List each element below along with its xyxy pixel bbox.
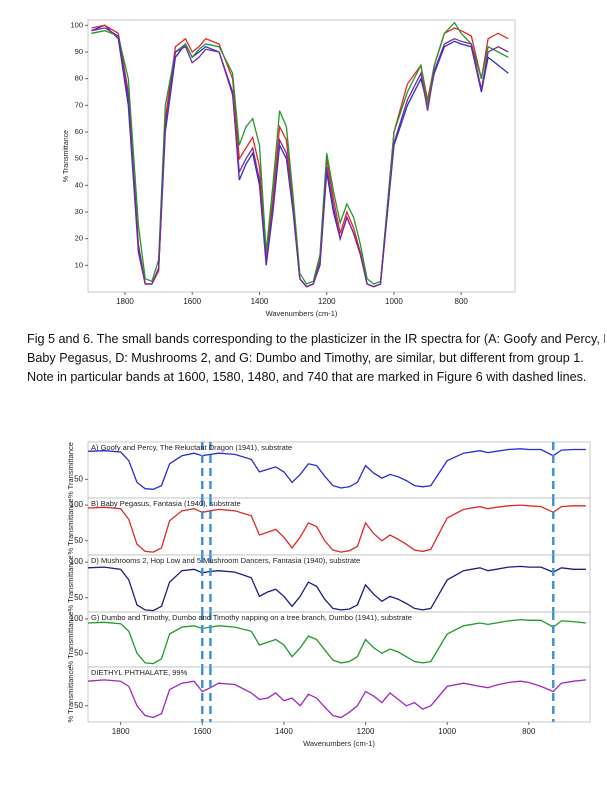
x-tick-label: 1600 — [193, 727, 211, 736]
y-axis-label: % Transmittance — [63, 130, 70, 182]
x-tick-label: 800 — [455, 297, 469, 306]
panel-title: G) Dumbo and Timothy, Dumbo and Timothy … — [91, 613, 412, 622]
y-tick-label: 90 — [75, 47, 83, 56]
x-axis-label: Wavenumbers (cm-1) — [303, 739, 375, 748]
spectrum-line — [91, 27, 509, 288]
x-tick-label: 1400 — [251, 297, 269, 306]
x-tick-label: 1200 — [318, 297, 336, 306]
plot-area — [87, 19, 516, 293]
y-tick-label: 10 — [75, 260, 83, 269]
x-tick-label: 800 — [522, 727, 536, 736]
y-tick-label: 100 — [70, 557, 84, 566]
chart-panel: 50 100% Transmittance B) Baby Pegasus, Fan… — [66, 497, 591, 556]
caption-line: Baby Pegasus, D: Mushrooms 2, and G: Dum… — [27, 351, 584, 365]
y-tick-label: 50 — [74, 474, 83, 483]
y-tick-label: 100 — [70, 20, 83, 29]
x-tick-label: 1800 — [116, 297, 134, 306]
caption-line: Fig 5 and 6. The small bands correspondi… — [27, 332, 605, 346]
chart-panel: 10 20 30 40 50 60 70 80 90 100 1800 1600 1400 1200 100… — [63, 19, 516, 318]
panel-title: D) Mushrooms 2, Hop Low and 5 Mushroom D… — [91, 556, 360, 565]
y-tick-label: 100 — [70, 500, 84, 509]
caption: Fig 5 and 6. The small bands correspondi… — [27, 330, 605, 387]
y-tick-label: 80 — [75, 74, 83, 83]
y-tick-label: 50 — [74, 593, 83, 602]
panel-title: A) Goofy and Percy, The Reluctant Dragon… — [91, 443, 292, 452]
plot-content — [88, 679, 586, 719]
spectrum-line — [88, 618, 586, 665]
chart-panel: 50 1800 1600 1400 1200 1000 800 Wavenumbers (cm… — [66, 666, 591, 748]
x-axis-label: Wavenumbers (cm-1) — [266, 309, 338, 318]
y-tick-label: 60 — [75, 127, 83, 136]
x-tick-label: 1600 — [183, 297, 201, 306]
plot-area — [87, 497, 591, 556]
y-tick-label: 50 — [74, 536, 83, 545]
x-tick-label: 1000 — [385, 297, 403, 306]
plot-area — [87, 666, 591, 723]
plot-content — [88, 618, 586, 665]
chart-panel: 50 100% Transmittance G) Dumbo and Timothy… — [66, 612, 591, 668]
spectrum-line — [88, 679, 586, 719]
chart-panel: 50 100% Transmittance D) Mushrooms 2, Hop … — [66, 554, 591, 613]
y-axis-label: % Transmittance — [66, 667, 75, 723]
plot-content — [88, 565, 586, 612]
caption-line: Note in particular bands at 1600, 1580, … — [27, 370, 587, 384]
y-axis-label: % Transmittance — [66, 556, 75, 612]
x-tick-label: 1000 — [438, 727, 456, 736]
panel-title: DIETHYL PHTHALATE, 99% — [91, 668, 188, 677]
y-tick-label: 40 — [75, 180, 83, 189]
spectrum-line — [88, 565, 586, 612]
y-axis-label: % Transmittance — [66, 442, 75, 498]
y-tick-label: 50 — [74, 648, 83, 657]
x-tick-label: 1400 — [275, 727, 293, 736]
y-tick-label: 30 — [75, 207, 83, 216]
plot-content — [91, 21, 509, 288]
x-tick-label: 1200 — [357, 727, 375, 736]
x-tick-label: 1800 — [112, 727, 130, 736]
y-tick-label: 50 — [75, 154, 83, 163]
y-axis-label: % Transmittance — [66, 499, 75, 555]
spectrum-line — [88, 504, 586, 553]
chart-panel: 50% Transmittance A) Goofy and Percy, The… — [66, 441, 591, 499]
y-tick-label: 100 — [70, 614, 84, 623]
panel-title: B) Baby Pegasus, Fantasia (1940), substr… — [91, 499, 241, 508]
plot-content — [88, 504, 586, 553]
plot-area — [87, 554, 591, 613]
y-axis-label: % Transmittance — [66, 612, 75, 668]
plot-area — [87, 441, 591, 499]
y-tick-label: 50 — [74, 701, 83, 710]
y-tick-label: 20 — [75, 234, 83, 243]
plot-content — [88, 448, 586, 490]
y-tick-label: 70 — [75, 100, 83, 109]
spectrum-line — [88, 448, 586, 490]
